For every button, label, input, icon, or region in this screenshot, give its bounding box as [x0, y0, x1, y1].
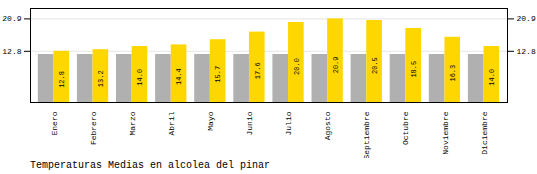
svg-text:Agosto: Agosto — [323, 111, 332, 140]
svg-text:16.3: 16.3 — [449, 65, 457, 82]
svg-text:20.9: 20.9 — [2, 14, 21, 23]
svg-text:Junio: Junio — [245, 111, 254, 135]
html-text:Temperaturas Medias en alcolea: Temperaturas Medias en alcolea del pinar — [30, 160, 270, 171]
svg-text:17.6: 17.6 — [254, 62, 262, 79]
svg-text:20.9: 20.9 — [517, 14, 536, 23]
svg-text:12.8: 12.8 — [517, 47, 536, 56]
svg-text:12.8: 12.8 — [2, 47, 21, 56]
svg-text:Septiembre: Septiembre — [362, 111, 371, 158]
svg-text:Enero: Enero — [50, 111, 59, 135]
svg-text:15.7: 15.7 — [214, 66, 222, 83]
svg-text:Julio: Julio — [284, 111, 293, 135]
svg-text:14.4: 14.4 — [175, 68, 183, 85]
svg-text:13.2: 13.2 — [97, 70, 105, 87]
svg-text:14.0: 14.0 — [136, 69, 144, 86]
svg-text:20.9: 20.9 — [332, 56, 340, 73]
svg-text:Marzo: Marzo — [128, 111, 137, 135]
svg-text:Diciembre: Diciembre — [480, 111, 489, 154]
svg-text:Abril: Abril — [167, 111, 176, 135]
svg-text:Febrero: Febrero — [89, 111, 98, 145]
svg-text:Noviembre: Noviembre — [441, 111, 450, 154]
svg-text:20.0: 20.0 — [293, 58, 301, 75]
svg-text:18.5: 18.5 — [410, 61, 418, 78]
svg-text:12.8: 12.8 — [58, 71, 66, 88]
svg-text:Mayo: Mayo — [206, 111, 215, 130]
svg-text:14.0: 14.0 — [488, 69, 496, 86]
svg-text:20.5: 20.5 — [371, 57, 379, 74]
svg-text:Octubre: Octubre — [401, 111, 410, 145]
